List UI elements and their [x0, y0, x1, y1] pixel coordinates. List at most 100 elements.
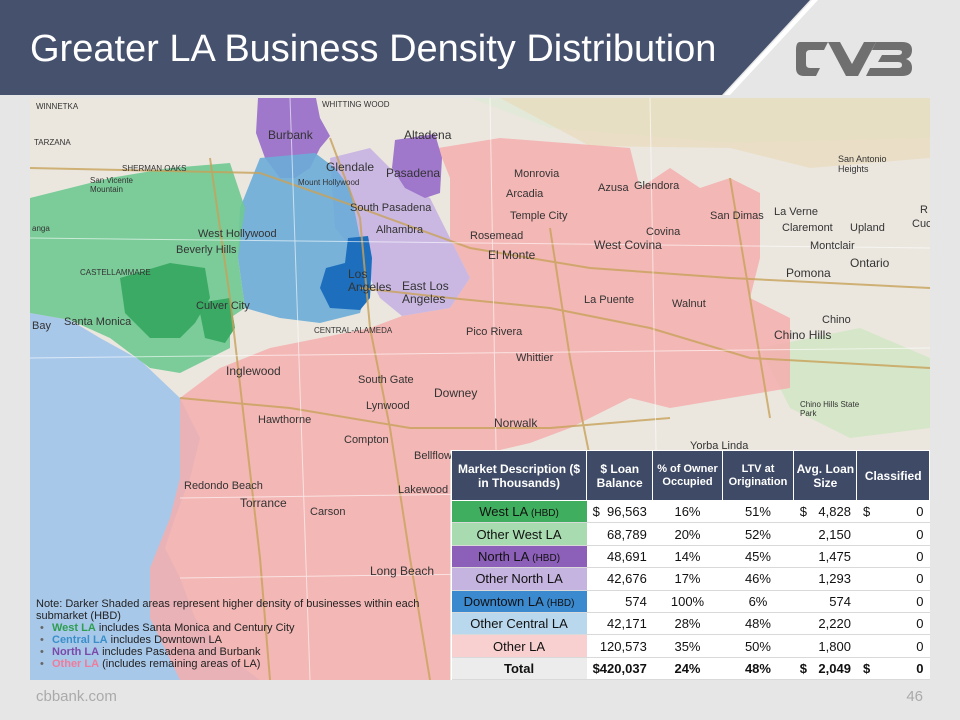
cell-ltv: 6%	[722, 590, 794, 613]
cell-market: Other LA	[451, 634, 587, 658]
avg-value: 574	[829, 593, 851, 609]
map-label-central-alameda: CENTRAL-ALAMEDA	[314, 326, 393, 335]
map-label-upland: Upland	[850, 222, 885, 234]
map-label-santa-monica: Santa Monica	[64, 316, 132, 328]
cell-ltv: 46%	[722, 567, 794, 591]
map-label-chino-hills-sp: Chino Hills State Park	[800, 400, 860, 418]
map-label-south-gate: South Gate	[358, 374, 414, 386]
map-label-los-angeles: Los Angeles	[348, 267, 392, 294]
map-label-san-antonio: San Antonio Heights	[838, 154, 887, 174]
loan-dollar: $	[592, 504, 600, 520]
total-avg-dollar: $	[799, 660, 808, 676]
cell-owner: 20%	[652, 522, 723, 546]
cell-market: North LA (HBD)	[451, 545, 587, 569]
avg-value: 4,828	[818, 504, 851, 520]
map-label-rancho: R	[920, 204, 928, 216]
total-loan: $420,037	[586, 657, 653, 681]
cls-value: 0	[916, 504, 924, 520]
cell-classified: 0	[856, 634, 930, 658]
cell-market: Other North LA	[451, 567, 587, 591]
note-item-name: North LA	[52, 646, 100, 658]
map-regions	[30, 98, 930, 680]
cell-loan: $96,563	[586, 500, 653, 524]
cell-ltv: 45%	[722, 545, 794, 569]
note-item-north: North LA includes Pasadena and Burbank	[36, 646, 456, 658]
cvb-logo	[794, 34, 914, 84]
map-label-downey: Downey	[434, 386, 478, 400]
market-label: Downtown LA	[463, 593, 544, 609]
table-row: Other West LA 68,789 20% 52% 2,150 0	[451, 522, 930, 546]
total-avg-value: 2,049	[818, 660, 851, 676]
cell-classified: 0	[856, 545, 930, 569]
map-label-ontario: Ontario	[850, 256, 890, 270]
page-title: Greater LA Business Density Distribution	[30, 28, 717, 70]
map-label-compton: Compton	[344, 434, 389, 446]
table-row: Other North LA 42,676 17% 46% 1,293 0	[451, 567, 930, 591]
cell-classified: 0	[856, 612, 930, 636]
avg-value: 2,150	[818, 526, 851, 542]
loan-value: 42,676	[607, 571, 647, 587]
cell-owner: 16%	[652, 500, 723, 524]
map-label-temple-city: Temple City	[510, 210, 568, 222]
note-item-text: (includes remaining areas of LA)	[99, 658, 261, 670]
table-header-row: Market Description ($ in Thousands) $ Lo…	[450, 450, 930, 501]
cls-value: 0	[916, 548, 924, 564]
table-row: Other LA 120,573 35% 50% 1,800 0	[451, 634, 930, 658]
cell-avg: 1,800	[793, 634, 857, 658]
total-cls-value: 0	[916, 660, 924, 676]
map-label-hawthorne: Hawthorne	[258, 414, 312, 426]
map-label-cuca: Cuca	[912, 218, 930, 230]
cell-owner: 17%	[652, 567, 723, 591]
map-label-altadena: Altadena	[404, 128, 452, 142]
cls-value: 0	[916, 616, 924, 632]
market-sub: (HBD)	[532, 552, 561, 564]
map-label-azusa: Azusa	[598, 182, 629, 194]
cell-avg: $4,828	[793, 500, 857, 524]
header-market: Market Description ($ in Thousands)	[450, 450, 588, 501]
footer-site: cbbank.com	[36, 688, 117, 705]
cell-classified: 0	[856, 590, 930, 613]
map-label-torrance: Torrance	[240, 496, 287, 510]
note-item-text: includes Downtown LA	[107, 634, 222, 646]
header-loan-balance: $ Loan Balance	[586, 450, 654, 501]
cell-owner: 35%	[652, 634, 723, 658]
loan-value: 68,789	[607, 526, 647, 542]
map-label-tarzana: TARZANA	[34, 138, 71, 147]
map-label-lynwood: Lynwood	[366, 400, 410, 412]
cell-ltv: 52%	[722, 522, 794, 546]
market-sub: (HBD)	[531, 508, 559, 520]
cell-market: Downtown LA (HBD)	[451, 590, 587, 613]
market-table: Market Description ($ in Thousands) $ Lo…	[450, 450, 930, 681]
cell-loan: 42,676	[586, 567, 653, 591]
map-label-culver-city: Culver City	[196, 300, 250, 312]
map-label-carson: Carson	[310, 506, 346, 518]
map-label-anga: anga	[32, 224, 50, 233]
total-classified: $0	[856, 657, 930, 681]
cell-loan: 574	[586, 590, 653, 613]
cell-avg: 2,150	[793, 522, 857, 546]
market-label: Other West LA	[476, 526, 562, 542]
map-label-long-beach: Long Beach	[370, 564, 435, 578]
cell-avg: 2,220	[793, 612, 857, 636]
map-label-west-hollywood: West Hollywood	[198, 228, 277, 240]
map-label-lakewood: Lakewood	[398, 484, 449, 496]
total-avg: $2,049	[793, 657, 857, 681]
map-label-sherman-oaks: SHERMAN OAKS	[122, 164, 187, 173]
cell-owner: 14%	[652, 545, 723, 569]
total-cls-dollar: $	[862, 660, 871, 676]
market-label: Other North LA	[475, 571, 563, 587]
market-label: West LA	[479, 504, 528, 520]
header-avg-loan: Avg. Loan Size	[793, 450, 858, 501]
map-label-san-dimas: San Dimas	[710, 210, 764, 222]
market-sub: (HBD)	[546, 597, 575, 609]
cell-market: Other West LA	[451, 522, 587, 546]
note-item-west: West LA includes Santa Monica and Centur…	[36, 622, 456, 634]
map-label-bay: Bay	[32, 320, 51, 332]
loan-value: 48,691	[607, 548, 647, 564]
total-label: Total	[451, 657, 587, 681]
cell-avg: 1,293	[793, 567, 857, 591]
cell-classified: $0	[856, 500, 930, 524]
map-label-south-pasadena: South Pasadena	[350, 202, 432, 214]
cell-loan: 68,789	[586, 522, 653, 546]
cell-avg: 574	[793, 590, 857, 613]
